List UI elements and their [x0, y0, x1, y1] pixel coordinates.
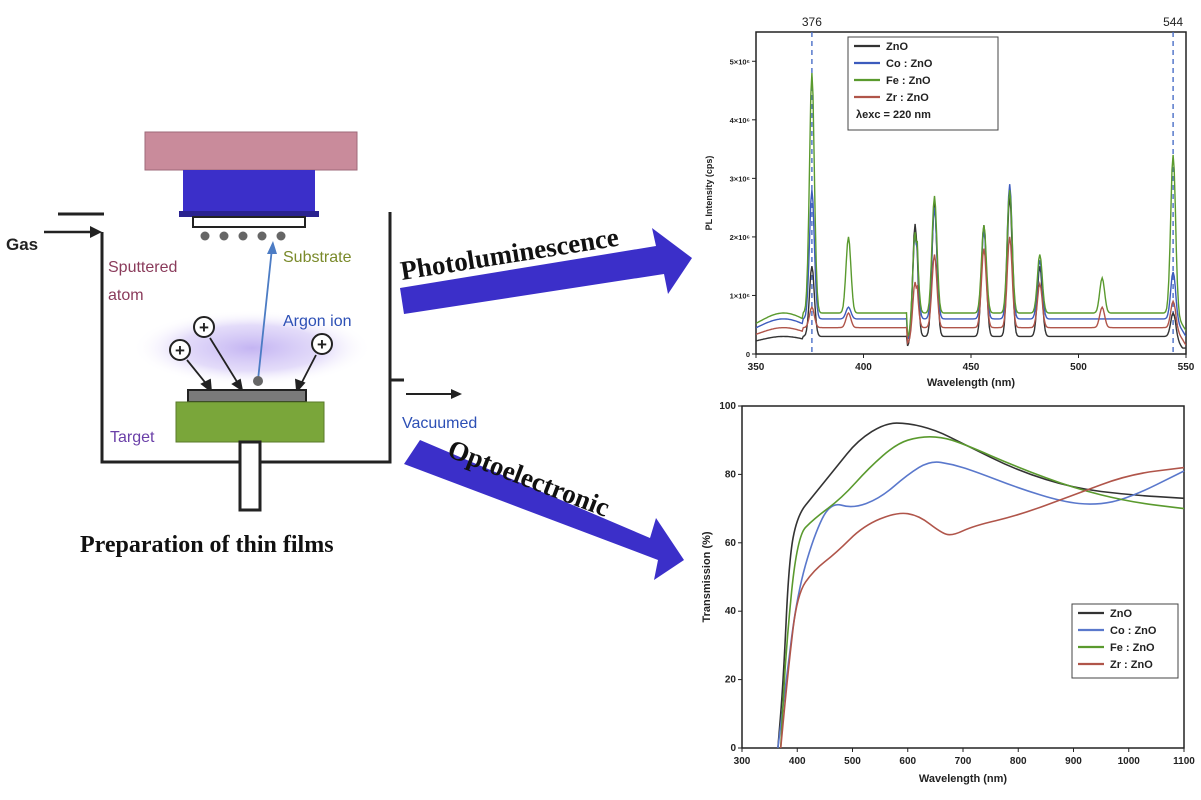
legend-entry: Fe : ZnO	[886, 75, 931, 87]
gas-arrow-head	[90, 226, 102, 238]
x-tick-label: 450	[963, 362, 980, 373]
sputtered-atom-label-line2: atom	[108, 287, 144, 304]
legend-box	[847, 36, 999, 131]
target-label: Target	[110, 429, 155, 446]
argon-ion-label: Argon ion	[283, 313, 352, 330]
photoluminescence-arrow: Photoluminescence	[398, 222, 692, 314]
substrate-holder	[183, 170, 315, 214]
annotation-label: 544	[1163, 15, 1183, 29]
legend-entry: Co : ZnO	[886, 58, 933, 70]
x-tick-label: 500	[844, 756, 861, 767]
ion-symbol: +	[175, 341, 185, 360]
y-tick-label: 2×10⁶	[730, 233, 750, 242]
x-tick-label: 800	[1010, 756, 1027, 767]
target-stem	[238, 440, 262, 512]
series-line-zr-zno	[779, 466, 1185, 749]
y-axis-label: Transmission (%)	[701, 531, 713, 622]
ejected-atom	[253, 376, 263, 386]
argon-ion-1: +	[193, 316, 215, 338]
x-tick-label: 700	[955, 756, 972, 767]
x-tick-label: 1000	[1118, 756, 1141, 767]
series-line-fe-zno	[779, 435, 1185, 749]
target-plate	[187, 389, 307, 403]
x-tick-label: 900	[1065, 756, 1082, 767]
x-tick-label: 1100	[1173, 756, 1195, 767]
argon-ion-2: +	[169, 339, 191, 361]
x-tick-label: 400	[789, 756, 806, 767]
y-tick-label: 5×10⁶	[730, 57, 750, 66]
argon-ion-3: +	[311, 333, 333, 355]
sputter-trajectory	[257, 247, 273, 381]
sputter-trajectory-head	[267, 241, 277, 254]
series-line-zno	[777, 422, 1185, 749]
x-axis-label: Wavelength (nm)	[919, 773, 1008, 785]
y-tick-label: 60	[725, 538, 737, 549]
y-tick-label: 4×10⁶	[730, 116, 750, 125]
gas-label: Gas	[6, 235, 38, 254]
ion-symbol: +	[199, 318, 209, 337]
legend-entry: ZnO	[1110, 608, 1132, 620]
transmission-chart: 300 400 500 600 700 800 900 1000 1100 0 20 40 60 80 10…	[701, 401, 1195, 785]
optoelectronic-arrow: Optoelectronic	[404, 434, 684, 580]
x-tick-label: 350	[748, 362, 765, 373]
diagram-caption: Preparation of thin films	[80, 532, 334, 558]
y-tick-label: 40	[725, 606, 737, 617]
top-plate	[144, 131, 358, 171]
x-tick-label: 300	[734, 756, 751, 767]
holder-flange	[179, 211, 319, 217]
y-tick-label: 0	[730, 743, 736, 754]
ion-symbol: +	[317, 335, 327, 354]
sputtering-diagram: Gas Substrate Sputtered atom Argon ion +…	[6, 131, 477, 558]
y-tick-label: 20	[725, 675, 737, 686]
legend-entry: ZnO	[886, 41, 908, 53]
ion-impact-arrows	[186, 337, 317, 394]
series-line-fe-zno	[756, 72, 1186, 337]
target-block	[175, 401, 325, 443]
y-tick-label: 100	[719, 401, 736, 412]
substrate-plate	[192, 216, 306, 228]
y-tick-label: 1×10⁶	[730, 291, 750, 300]
y-tick-label: 0	[746, 350, 750, 359]
substrate-label: Substrate	[283, 249, 352, 266]
legend-note: λexc = 220 nm	[856, 109, 931, 121]
x-tick-label: 550	[1178, 362, 1195, 373]
x-tick-label: 600	[899, 756, 916, 767]
legend-entry: Zr : ZnO	[886, 92, 929, 104]
series-line-zr-zno	[756, 236, 1186, 346]
legend-entry: Fe : ZnO	[1110, 642, 1155, 654]
annotation-label: 376	[802, 15, 822, 29]
vacuumed-label: Vacuumed	[402, 415, 477, 432]
x-tick-label: 400	[855, 362, 872, 373]
deposited-atoms	[200, 231, 286, 241]
pl-chart: 350 400 450 500 550 0 1×10⁶ 2×10⁶ 3×10⁶ 4×10⁶ 5×10…	[704, 15, 1195, 389]
y-tick-label: 80	[725, 469, 737, 480]
series-line-co-zno	[756, 184, 1186, 340]
legend-box	[1071, 603, 1179, 679]
x-tick-label: 500	[1070, 362, 1087, 373]
legend-entry: Zr : ZnO	[1110, 659, 1153, 671]
y-axis-label: PL Intensity (cps)	[704, 156, 714, 231]
sputtered-atom-label-line1: Sputtered	[108, 259, 177, 276]
series-line-zno	[756, 195, 1186, 349]
vacuum-arrow-head	[451, 389, 462, 399]
y-tick-label: 3×10⁶	[730, 174, 750, 183]
legend-entry: Co : ZnO	[1110, 625, 1157, 637]
x-axis-label: Wavelength (nm)	[927, 377, 1016, 389]
